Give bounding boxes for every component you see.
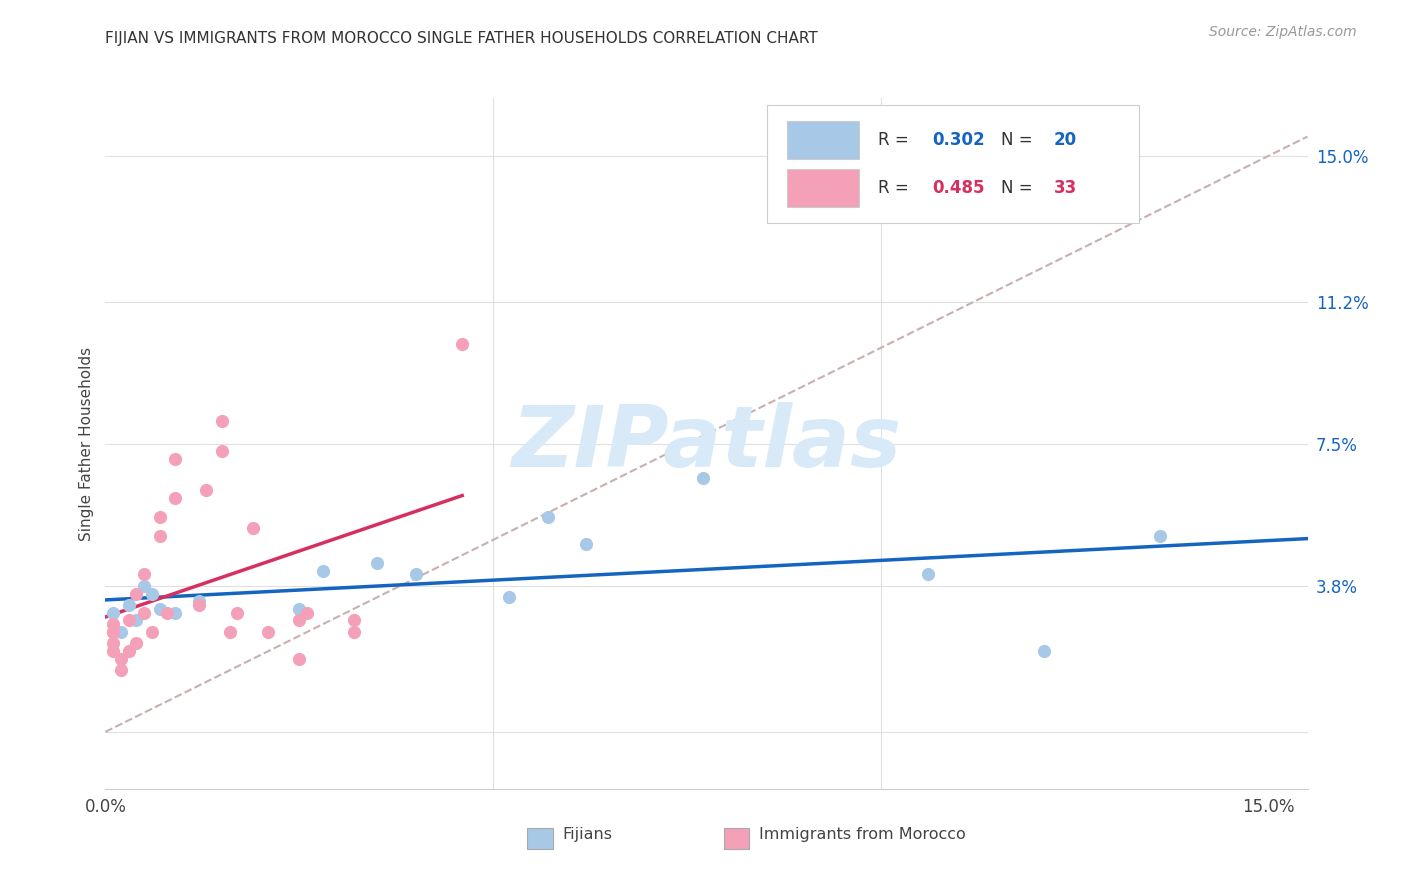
Point bbox=[118, 644, 141, 658]
Point bbox=[211, 444, 233, 458]
Point bbox=[288, 614, 311, 628]
Point bbox=[110, 652, 132, 666]
FancyBboxPatch shape bbox=[766, 105, 1139, 223]
Point bbox=[1032, 644, 1054, 658]
Text: Fijians: Fijians bbox=[562, 827, 613, 842]
Point bbox=[165, 452, 187, 467]
Point bbox=[134, 579, 156, 593]
Text: Source: ZipAtlas.com: Source: ZipAtlas.com bbox=[1209, 25, 1357, 39]
Point bbox=[103, 644, 125, 658]
Point bbox=[165, 491, 187, 505]
FancyBboxPatch shape bbox=[724, 828, 749, 849]
Point bbox=[134, 567, 156, 582]
Point bbox=[103, 624, 125, 639]
Point bbox=[187, 594, 209, 608]
Y-axis label: Single Father Households: Single Father Households bbox=[79, 347, 94, 541]
FancyBboxPatch shape bbox=[527, 828, 553, 849]
Point bbox=[187, 598, 209, 612]
Text: FIJIAN VS IMMIGRANTS FROM MOROCCO SINGLE FATHER HOUSEHOLDS CORRELATION CHART: FIJIAN VS IMMIGRANTS FROM MOROCCO SINGLE… bbox=[105, 31, 818, 46]
Point bbox=[295, 606, 318, 620]
Point bbox=[103, 636, 125, 650]
Point bbox=[134, 606, 156, 620]
Point bbox=[156, 606, 179, 620]
Point bbox=[118, 614, 141, 628]
Point bbox=[149, 602, 172, 616]
Point bbox=[288, 652, 311, 666]
Text: 33: 33 bbox=[1054, 179, 1077, 197]
Point bbox=[103, 624, 125, 639]
Point bbox=[110, 664, 132, 678]
Point bbox=[195, 483, 218, 497]
Point bbox=[226, 606, 249, 620]
Text: ZIPatlas: ZIPatlas bbox=[512, 402, 901, 485]
Point bbox=[110, 624, 132, 639]
Point bbox=[141, 586, 163, 600]
FancyBboxPatch shape bbox=[787, 169, 859, 207]
Text: 20: 20 bbox=[1054, 130, 1077, 149]
Point bbox=[536, 509, 558, 524]
Point bbox=[692, 471, 714, 485]
Point bbox=[343, 624, 366, 639]
Point bbox=[125, 614, 148, 628]
Point bbox=[165, 606, 187, 620]
Point bbox=[125, 636, 148, 650]
Point bbox=[211, 414, 233, 428]
Text: 0.485: 0.485 bbox=[932, 179, 986, 197]
Point bbox=[575, 536, 598, 550]
Point bbox=[242, 521, 264, 535]
Text: Immigrants from Morocco: Immigrants from Morocco bbox=[759, 827, 966, 842]
Point bbox=[125, 586, 148, 600]
Point bbox=[1149, 529, 1171, 543]
Point bbox=[149, 529, 172, 543]
Text: N =: N = bbox=[1001, 130, 1038, 149]
Point bbox=[498, 591, 520, 605]
Text: R =: R = bbox=[879, 130, 914, 149]
Point bbox=[343, 614, 366, 628]
Point bbox=[311, 564, 333, 578]
Point bbox=[103, 606, 125, 620]
FancyBboxPatch shape bbox=[787, 120, 859, 159]
Point bbox=[149, 509, 172, 524]
Text: N =: N = bbox=[1001, 179, 1038, 197]
Text: 0.302: 0.302 bbox=[932, 130, 986, 149]
Point bbox=[288, 602, 311, 616]
Point bbox=[218, 624, 240, 639]
Point bbox=[451, 337, 474, 351]
Point bbox=[103, 617, 125, 632]
Text: R =: R = bbox=[879, 179, 914, 197]
Point bbox=[366, 556, 388, 570]
Point bbox=[405, 567, 427, 582]
Point bbox=[917, 567, 939, 582]
Point bbox=[141, 624, 163, 639]
Point bbox=[257, 624, 280, 639]
Point bbox=[118, 598, 141, 612]
